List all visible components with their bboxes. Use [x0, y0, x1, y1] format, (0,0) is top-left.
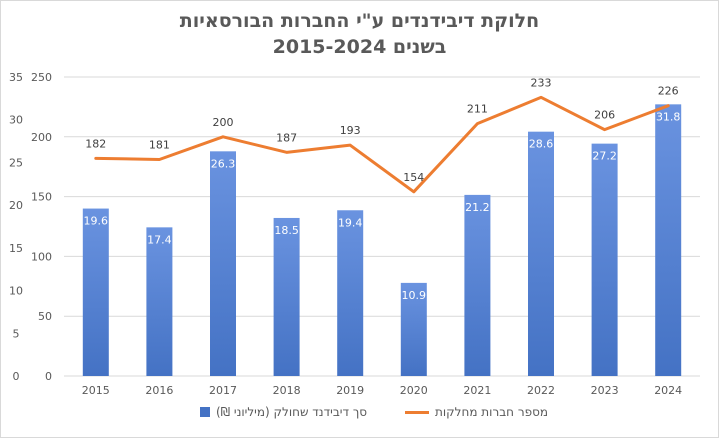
bar-data-label: 21.2	[465, 201, 490, 214]
x-tick-label: 2024	[654, 384, 682, 397]
y-right-tick-label: 150	[31, 191, 52, 204]
bar	[655, 104, 682, 376]
y-left-tick-label: 25	[9, 156, 23, 169]
line-data-label: 187	[276, 131, 297, 144]
x-tick-label: 2015	[82, 384, 110, 397]
legend-label-line: מספר חברות מחלקות	[435, 405, 549, 419]
bar	[337, 210, 364, 376]
y-left-tick-label: 5	[13, 327, 20, 340]
line-data-label: 200	[213, 116, 234, 129]
bar	[273, 217, 300, 376]
x-tick-label: 2016	[145, 384, 173, 397]
line-data-label: 193	[340, 124, 361, 137]
legend-item-bars: סך דיבידנד שחולק (מיליוני ₪)	[200, 405, 367, 419]
line-data-label: 233	[531, 76, 552, 89]
bar	[400, 282, 427, 376]
bar	[528, 131, 554, 376]
line-data-label: 206	[594, 109, 615, 122]
legend-swatch-line	[405, 410, 429, 414]
chart-legend: סך דיבידנד שחולק (מיליוני ₪) מספר חברות …	[0, 405, 719, 425]
x-tick-label: 2018	[273, 384, 301, 397]
bar-data-label: 19.6	[84, 215, 109, 228]
bar-data-label: 19.4	[338, 216, 363, 229]
bar-data-label: 27.2	[592, 150, 617, 163]
line-data-label: 154	[403, 171, 424, 184]
bar	[210, 151, 236, 376]
bar-data-label: 26.3	[211, 157, 236, 170]
x-tick-label: 2023	[591, 384, 619, 397]
x-tick-label: 2020	[400, 384, 428, 397]
line-data-label: 211	[467, 103, 488, 116]
line-data-label: 182	[85, 137, 106, 150]
bar-data-label: 10.9	[402, 289, 427, 302]
bar	[82, 208, 109, 376]
legend-swatch-bars	[200, 407, 210, 417]
y-right-tick-label: 200	[31, 131, 52, 144]
x-tick-label: 2017	[209, 384, 237, 397]
y-right-tick-label: 50	[38, 310, 52, 323]
legend-item-line: מספר חברות מחלקות	[405, 405, 548, 419]
line-series	[94, 95, 670, 194]
chart-title-line-1: חלוקת דיבידנדים ע"י החברות הבורסאיות	[179, 10, 540, 32]
y-left-tick-label: 0	[13, 370, 20, 383]
bar	[464, 194, 491, 376]
y-left-tick-label: 15	[9, 242, 23, 255]
bar	[591, 143, 618, 376]
x-tick-label: 2021	[463, 384, 491, 397]
y-left-tick-label: 35	[9, 71, 23, 84]
y-left-tick-label: 10	[9, 285, 23, 298]
y-left-tick-label: 30	[9, 114, 23, 127]
bar-data-label: 28.6	[529, 138, 554, 151]
y-right-tick-label: 100	[31, 250, 52, 263]
x-tick-label: 2019	[336, 384, 364, 397]
bar	[146, 227, 173, 376]
y-right-tick-label: 250	[31, 71, 52, 84]
bar-data-label: 17.4	[147, 233, 172, 246]
line-data-label: 181	[149, 139, 170, 152]
y-right-tick-label: 0	[45, 370, 52, 383]
chart-title-line-2: בשנים 2015-2024	[272, 36, 447, 58]
x-tick-label: 2022	[527, 384, 555, 397]
bar-data-label: 31.8	[656, 110, 681, 123]
bar-data-label: 18.5	[274, 224, 299, 237]
line-data-label: 226	[658, 85, 679, 98]
y-left-tick-label: 20	[9, 199, 23, 212]
legend-label-bars: סך דיבידנד שחולק (מיליוני ₪)	[216, 405, 368, 419]
